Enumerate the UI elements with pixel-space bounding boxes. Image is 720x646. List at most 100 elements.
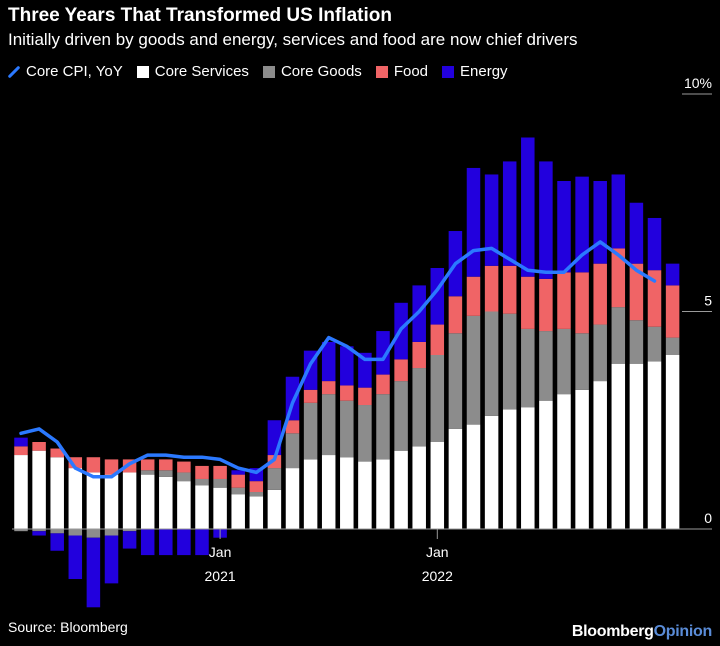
bar-core-services xyxy=(394,450,408,529)
bar-core-goods xyxy=(340,400,354,458)
bar-energy xyxy=(466,167,481,277)
bar-core-services xyxy=(358,461,372,529)
legend-swatch xyxy=(262,65,275,78)
bar-energy xyxy=(159,529,173,556)
bar-food xyxy=(394,359,408,382)
bar-core-services xyxy=(122,472,137,529)
bar-food xyxy=(68,457,83,469)
core-cpi-line xyxy=(19,240,657,479)
bar-energy xyxy=(575,176,589,273)
bar-energy xyxy=(195,529,209,556)
chart-legend: Core CPI, YoY Core Services Core Goods F… xyxy=(8,63,522,80)
bar-core-goods xyxy=(412,368,426,447)
bar-core-goods xyxy=(484,311,499,416)
bar-core-services xyxy=(104,474,119,529)
bar-core-goods xyxy=(358,405,372,462)
bar-core-services xyxy=(140,474,155,529)
x-tick-label: Jan xyxy=(426,544,449,560)
bar-core-goods xyxy=(665,337,680,355)
chart-plot: 10% 5 0 Jan 2021 Jan 2022 xyxy=(12,75,712,608)
y-tick-label: 10% xyxy=(684,75,712,91)
bar-energy xyxy=(358,352,372,388)
bar-core-goods xyxy=(86,529,101,538)
bar-core-services xyxy=(321,455,336,529)
legend-label: Core CPI, YoY xyxy=(26,63,123,80)
bar-food xyxy=(448,296,463,334)
legend-item-food: Food xyxy=(375,63,429,80)
bar-core-goods xyxy=(303,402,318,460)
bar-core-services xyxy=(267,489,282,529)
bar-food xyxy=(358,387,372,406)
bar-food xyxy=(195,465,209,479)
bar-core-services xyxy=(521,407,535,529)
bar-energy xyxy=(484,174,499,266)
bar-energy xyxy=(629,202,644,264)
bar-food xyxy=(249,481,264,493)
bar-energy xyxy=(539,161,553,279)
chart-title: Three Years That Transformed US Inflatio… xyxy=(8,5,392,26)
bar-core-services xyxy=(303,459,318,529)
bar-core-services xyxy=(213,487,227,529)
bar-core-goods xyxy=(557,328,571,395)
bar-core-services xyxy=(285,468,300,529)
bar-food xyxy=(86,457,101,473)
bar-food xyxy=(557,272,571,329)
bar-energy xyxy=(122,531,137,549)
bar-core-services xyxy=(86,472,101,529)
bar-core-goods xyxy=(32,529,46,532)
bar-food xyxy=(430,324,445,355)
bar-core-goods xyxy=(195,478,209,486)
bar-core-services xyxy=(14,455,28,529)
bar-food xyxy=(159,459,173,471)
bar-food xyxy=(466,276,481,316)
bar-energy xyxy=(140,529,155,556)
legend-item-core-services: Core Services xyxy=(136,63,249,80)
chart-subtitle: Initially driven by goods and energy, se… xyxy=(8,30,578,49)
legend-label: Energy xyxy=(460,63,508,80)
bar-food xyxy=(340,385,354,401)
bar-core-goods xyxy=(104,529,119,536)
legend-item-energy: Energy xyxy=(442,63,508,80)
bar-food xyxy=(321,381,336,395)
bar-core-services xyxy=(195,485,209,529)
bar-energy xyxy=(321,341,336,382)
bar-energy xyxy=(231,470,245,475)
bar-core-services xyxy=(557,394,571,529)
legend-swatch xyxy=(136,65,149,78)
brand-bold: Bloomberg xyxy=(571,623,654,640)
bar-core-services xyxy=(159,476,173,529)
bar-core-services xyxy=(231,494,245,529)
bar-core-goods xyxy=(521,328,535,408)
brand-logo: BloombergOpinion xyxy=(572,623,712,641)
x-tick-label: Jan xyxy=(209,544,232,560)
bar-energy xyxy=(557,181,571,273)
bar-energy xyxy=(593,181,607,264)
bar-core-goods xyxy=(159,470,173,477)
bar-food xyxy=(665,285,680,338)
x-tick-year-label: 2022 xyxy=(422,568,453,584)
bar-food xyxy=(32,442,46,451)
bar-core-goods xyxy=(122,529,137,532)
legend-item-core-goods: Core Goods xyxy=(262,63,362,80)
bar-core-services xyxy=(647,361,662,529)
brand-light: Opinion xyxy=(653,623,713,640)
bar-core-goods xyxy=(68,529,83,536)
bar-energy xyxy=(376,331,390,375)
bar-core-services xyxy=(340,457,354,529)
bar-energy xyxy=(340,346,354,386)
legend-item-core-cpi: Core CPI, YoY xyxy=(8,63,123,80)
legend-swatch xyxy=(375,65,388,78)
bar-energy xyxy=(104,535,119,584)
bar-core-goods xyxy=(575,333,589,390)
bar-food xyxy=(521,276,535,329)
bar-food xyxy=(575,272,589,334)
legend-label: Food xyxy=(393,63,429,80)
bar-food xyxy=(267,455,282,469)
bar-core-goods xyxy=(14,529,28,532)
bar-food xyxy=(611,248,626,308)
bar-food xyxy=(14,446,28,456)
bar-core-services xyxy=(376,459,390,529)
legend-label: Core Goods xyxy=(280,63,362,80)
bar-energy xyxy=(665,263,680,286)
bar-core-services xyxy=(611,363,626,529)
